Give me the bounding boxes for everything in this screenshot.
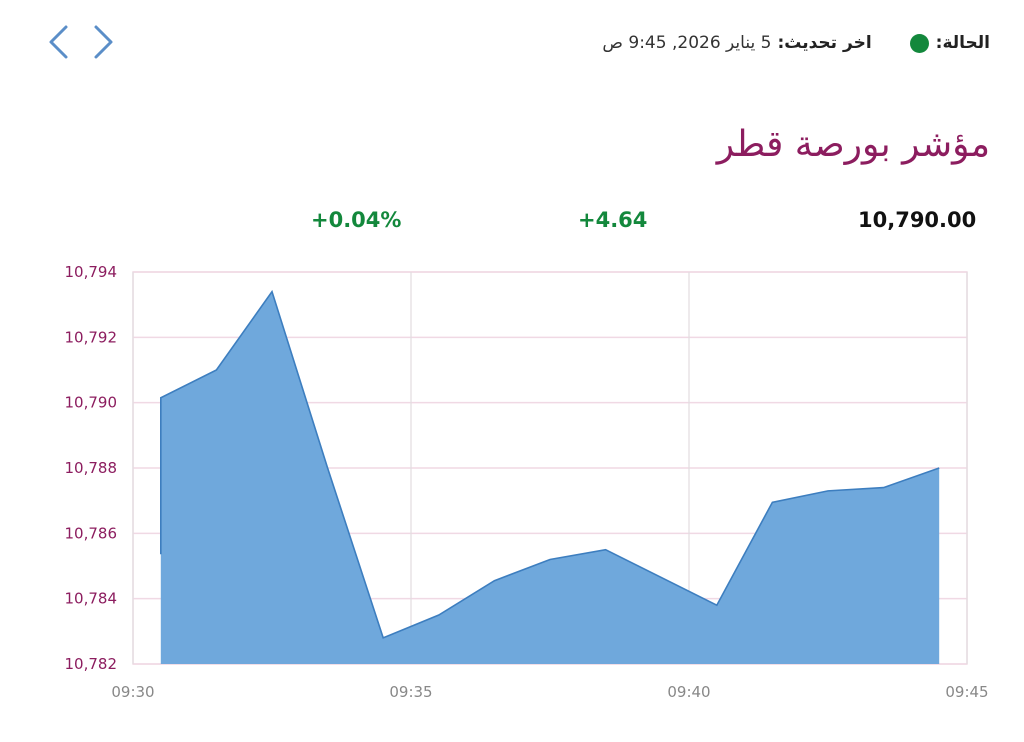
x-axis: 09:30 09:35 09:40 09:45: [111, 683, 988, 700]
page-title: مؤشر بورصة قطر: [716, 124, 990, 165]
status-bar: الحالة: اخر تحديث: 5 يناير 2026, 9:45 ص: [602, 33, 990, 53]
y-tick-label: 10,792: [65, 328, 118, 346]
status-label: الحالة:: [935, 33, 990, 53]
y-tick-label: 10,784: [65, 590, 118, 608]
x-tick-label: 09:40: [667, 683, 710, 700]
y-tick-label: 10,786: [65, 524, 118, 542]
index-value: 10,790.00: [858, 208, 977, 232]
last-update-value: 5 يناير 2026, 9:45 ص: [602, 33, 772, 53]
next-button[interactable]: [88, 22, 118, 62]
chevron-left-icon: [49, 25, 68, 59]
y-axis: 10,782 10,784 10,786 10,788 10,790 10,792 10,7…: [65, 263, 118, 673]
y-tick-label: 10,794: [65, 263, 118, 281]
index-chart: 10,782 10,784 10,786 10,788 10,790 10,792 10,7…: [65, 263, 989, 700]
area-fill: [160, 291, 940, 664]
y-tick-label: 10,790: [65, 394, 118, 412]
last-update-label: اخر تحديث:: [777, 33, 872, 53]
x-tick-label: 09:45: [945, 683, 988, 700]
x-tick-label: 09:35: [389, 683, 432, 700]
y-tick-label: 10,788: [65, 459, 118, 477]
x-tick-label: 09:30: [111, 683, 154, 700]
chevron-right-icon: [94, 25, 113, 59]
index-change: +4.64: [578, 208, 648, 232]
navigation: [44, 22, 118, 62]
prev-button[interactable]: [44, 22, 74, 62]
index-change-percent: +0.04%: [311, 208, 402, 232]
y-tick-label: 10,782: [65, 655, 118, 673]
series-line: [160, 289, 940, 639]
status-indicator: [909, 33, 929, 53]
